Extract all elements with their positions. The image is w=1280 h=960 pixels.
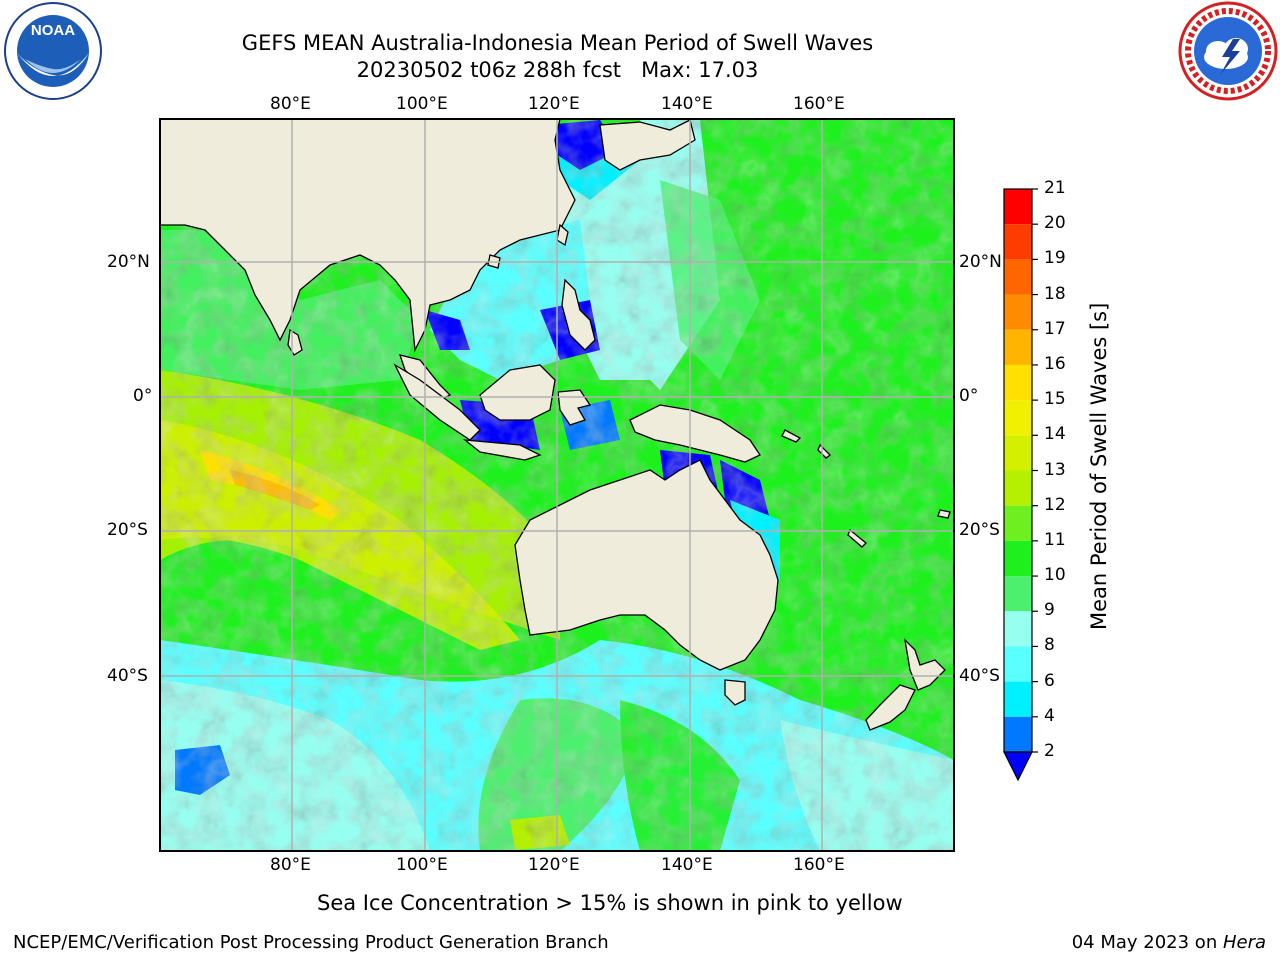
colorbar-bin bbox=[1004, 470, 1032, 506]
colorbar-tick-label: 20 bbox=[1044, 213, 1066, 234]
lat-label-left: 40°S bbox=[107, 666, 148, 686]
colorbar-bin bbox=[1004, 259, 1032, 295]
colorbar-tick-label: 6 bbox=[1044, 670, 1055, 691]
lon-label-bottom: 80°E bbox=[270, 855, 311, 875]
lat-label-right: 40°S bbox=[959, 666, 1000, 686]
colorbar-tick-label: 16 bbox=[1044, 353, 1066, 374]
nws-logo-icon bbox=[1178, 1, 1278, 101]
swell-period-field bbox=[160, 119, 954, 851]
lat-label-left: 20°N bbox=[107, 252, 150, 272]
colorbar-bin bbox=[1004, 294, 1032, 330]
colorbar-under-arrow bbox=[1003, 751, 1033, 782]
colorbar-tick-label: 21 bbox=[1044, 178, 1066, 198]
colorbar-bin bbox=[1004, 364, 1032, 401]
colorbar-bin bbox=[1004, 646, 1032, 682]
colorbar-tick-label: 9 bbox=[1044, 600, 1055, 621]
colorbar-tick-label: 12 bbox=[1044, 494, 1066, 515]
colorbar-tick-label: 18 bbox=[1044, 283, 1066, 304]
lon-label-bottom: 100°E bbox=[396, 855, 448, 875]
colorbar-bin bbox=[1004, 681, 1032, 717]
lat-label-right: 20°N bbox=[959, 252, 1002, 272]
lat-label-right: 0° bbox=[959, 386, 979, 406]
colorbar-tick-label: 2 bbox=[1044, 741, 1055, 761]
colorbar-tick-label: 4 bbox=[1044, 705, 1055, 726]
colorbar-bin bbox=[1004, 224, 1032, 260]
colorbar-tick-label: 19 bbox=[1044, 248, 1066, 269]
colorbar-tick-label: 8 bbox=[1044, 635, 1055, 656]
colorbar bbox=[1003, 188, 1038, 782]
colorbar-bin bbox=[1004, 611, 1032, 647]
colorbar-tick-label: 13 bbox=[1044, 459, 1066, 480]
colorbar-tick-label: 11 bbox=[1044, 529, 1066, 550]
colorbar-bin bbox=[1004, 189, 1032, 225]
map-frame bbox=[159, 118, 955, 852]
footer-date: 04 May 2023 on Hera bbox=[1072, 932, 1266, 953]
colorbar-tick-label: 14 bbox=[1044, 424, 1066, 445]
lat-label-right: 20°S bbox=[959, 520, 1000, 540]
noaa-logo-icon: NOAA bbox=[3, 1, 103, 101]
lat-label-left: 20°S bbox=[107, 520, 148, 540]
lon-label-top: 160°E bbox=[793, 94, 845, 114]
colorbar-tick-label: 10 bbox=[1044, 565, 1066, 586]
footer-machine: Hera bbox=[1222, 932, 1266, 953]
lon-label-top: 120°E bbox=[528, 94, 580, 114]
colorbar-tick-label: 17 bbox=[1044, 318, 1066, 339]
lon-label-bottom: 160°E bbox=[793, 855, 845, 875]
map-subtitle: 20230502 t06z 288h fcst Max: 17.03 bbox=[356, 58, 759, 82]
footer-branch: NCEP/EMC/Verification Post Processing Pr… bbox=[13, 932, 609, 953]
colorbar-bin bbox=[1004, 435, 1032, 471]
lon-label-bottom: 140°E bbox=[661, 855, 713, 875]
colorbar-bin bbox=[1004, 505, 1032, 541]
colorbar-bin bbox=[1004, 329, 1032, 365]
lon-label-bottom: 120°E bbox=[528, 855, 580, 875]
graticule bbox=[160, 119, 954, 851]
lat-label-left: 0° bbox=[133, 386, 153, 406]
colorbar-bin bbox=[1004, 540, 1032, 577]
colorbar-bin bbox=[1004, 716, 1032, 752]
lon-label-top: 140°E bbox=[661, 94, 713, 114]
svg-text:NOAA: NOAA bbox=[31, 22, 75, 39]
colorbar-bin bbox=[1004, 400, 1032, 436]
colorbar-bin bbox=[1004, 576, 1032, 612]
colorbar-label: Mean Period of Swell Waves [s] bbox=[1087, 302, 1111, 630]
sea-ice-note: Sea Ice Concentration > 15% is shown in … bbox=[317, 891, 903, 915]
lon-label-top: 80°E bbox=[270, 94, 311, 114]
map-title: GEFS MEAN Australia-Indonesia Mean Perio… bbox=[241, 31, 874, 55]
footer-date-text: 04 May 2023 on bbox=[1071, 932, 1223, 953]
colorbar-tick-label: 15 bbox=[1044, 389, 1066, 410]
lon-label-top: 100°E bbox=[396, 94, 448, 114]
